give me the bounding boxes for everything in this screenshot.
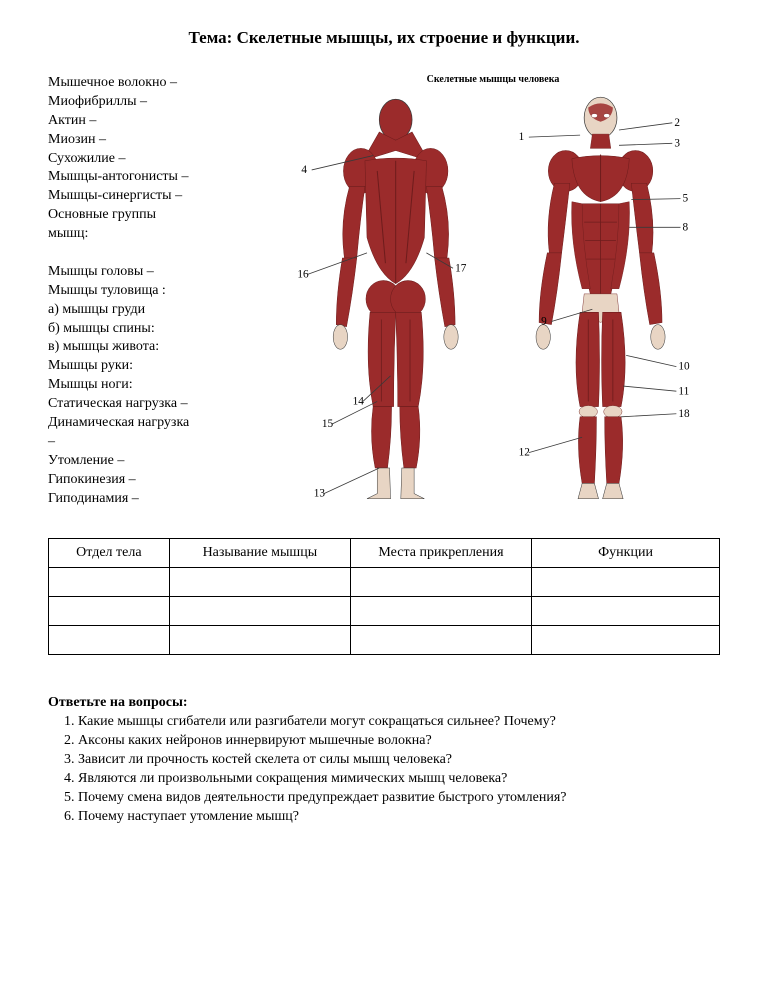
table-cell xyxy=(532,568,720,597)
table-cell xyxy=(350,597,531,626)
question-item: Аксоны каких нейронов иннервируют мышечн… xyxy=(78,732,720,751)
table-cell xyxy=(49,626,170,655)
figure-label: 15 xyxy=(322,418,334,430)
figure-label: 1 xyxy=(519,131,525,143)
term-line: Основные группы xyxy=(48,206,248,225)
figure-label: 18 xyxy=(678,408,690,420)
term-line: Мышцы-синергисты – xyxy=(48,187,248,206)
questions-heading: Ответьте на вопросы: xyxy=(48,695,720,711)
term-line: Динамическая нагрузка xyxy=(48,414,248,433)
anatomy-diagram: 41617141513 12358910111812 xyxy=(266,89,720,509)
figure-label: 17 xyxy=(455,262,467,274)
term-line xyxy=(48,244,248,263)
question-item: Почему наступает утомление мышц? xyxy=(78,808,720,827)
upper-section: Мышечное волокно –Миофибриллы –Актин –Ми… xyxy=(48,74,720,508)
term-line: Актин – xyxy=(48,112,248,131)
table-row xyxy=(49,597,720,626)
term-line: мышц: xyxy=(48,225,248,244)
figure-label: 13 xyxy=(314,488,326,500)
terms-list: Мышечное волокно –Миофибриллы –Актин –Ми… xyxy=(48,74,248,508)
term-line: Статическая нагрузка – xyxy=(48,395,248,414)
table-cell xyxy=(350,568,531,597)
term-line: Мышечное волокно – xyxy=(48,74,248,93)
term-line: Мышцы головы – xyxy=(48,263,248,282)
figure-label: 5 xyxy=(683,193,689,205)
figure-label: 11 xyxy=(678,385,689,397)
figure-label: 12 xyxy=(519,447,530,459)
table-cell xyxy=(169,626,350,655)
figure-label: 14 xyxy=(353,396,365,408)
muscle-table: Отдел телаНазывание мышцыМеста прикрепле… xyxy=(48,538,720,655)
table-header: Функции xyxy=(532,539,720,568)
term-line: Миозин – xyxy=(48,131,248,150)
table-cell xyxy=(350,626,531,655)
anatomy-figure: Скелетные мышцы человека xyxy=(266,74,720,494)
table-row xyxy=(49,626,720,655)
figure-label: 3 xyxy=(674,137,680,149)
table-cell xyxy=(169,597,350,626)
term-line: Гипокинезия – xyxy=(48,471,248,490)
table-header: Отдел тела xyxy=(49,539,170,568)
table-cell xyxy=(169,568,350,597)
questions-list: Какие мышцы сгибатели или разгибатели мо… xyxy=(78,713,720,826)
table-header: Места прикрепления xyxy=(350,539,531,568)
term-line: – xyxy=(48,433,248,452)
term-line: в) мышцы живота: xyxy=(48,338,248,357)
term-line: Мышцы туловища : xyxy=(48,282,248,301)
term-line: Мышцы ноги: xyxy=(48,376,248,395)
term-line: Мышцы руки: xyxy=(48,357,248,376)
table-cell xyxy=(532,626,720,655)
figure-label: 16 xyxy=(297,268,309,280)
term-line: б) мышцы спины: xyxy=(48,320,248,339)
table-cell xyxy=(532,597,720,626)
figure-label: 2 xyxy=(674,117,680,129)
term-line: а) мышцы груди xyxy=(48,301,248,320)
figure-title: Скелетные мышцы человека xyxy=(266,74,720,85)
table-header: Называние мышцы xyxy=(169,539,350,568)
table-cell xyxy=(49,597,170,626)
page-title: Тема: Скелетные мышцы, их строение и фун… xyxy=(48,28,720,48)
figure-label: 4 xyxy=(301,164,307,176)
term-line: Гиподинамия – xyxy=(48,490,248,509)
term-line: Миофибриллы – xyxy=(48,93,248,112)
term-line: Утомление – xyxy=(48,452,248,471)
term-line: Сухожилие – xyxy=(48,150,248,169)
figure-label: 9 xyxy=(541,316,547,328)
figure-label: 10 xyxy=(678,361,690,373)
question-item: Зависит ли прочность костей скелета от с… xyxy=(78,751,720,770)
figure-label: 8 xyxy=(683,221,689,233)
question-item: Какие мышцы сгибатели или разгибатели мо… xyxy=(78,713,720,732)
table-row xyxy=(49,568,720,597)
term-line: Мышцы-антогонисты – xyxy=(48,168,248,187)
table-cell xyxy=(49,568,170,597)
question-item: Являются ли произвольными сокращения мим… xyxy=(78,770,720,789)
question-item: Почему смена видов деятельности предупре… xyxy=(78,789,720,808)
